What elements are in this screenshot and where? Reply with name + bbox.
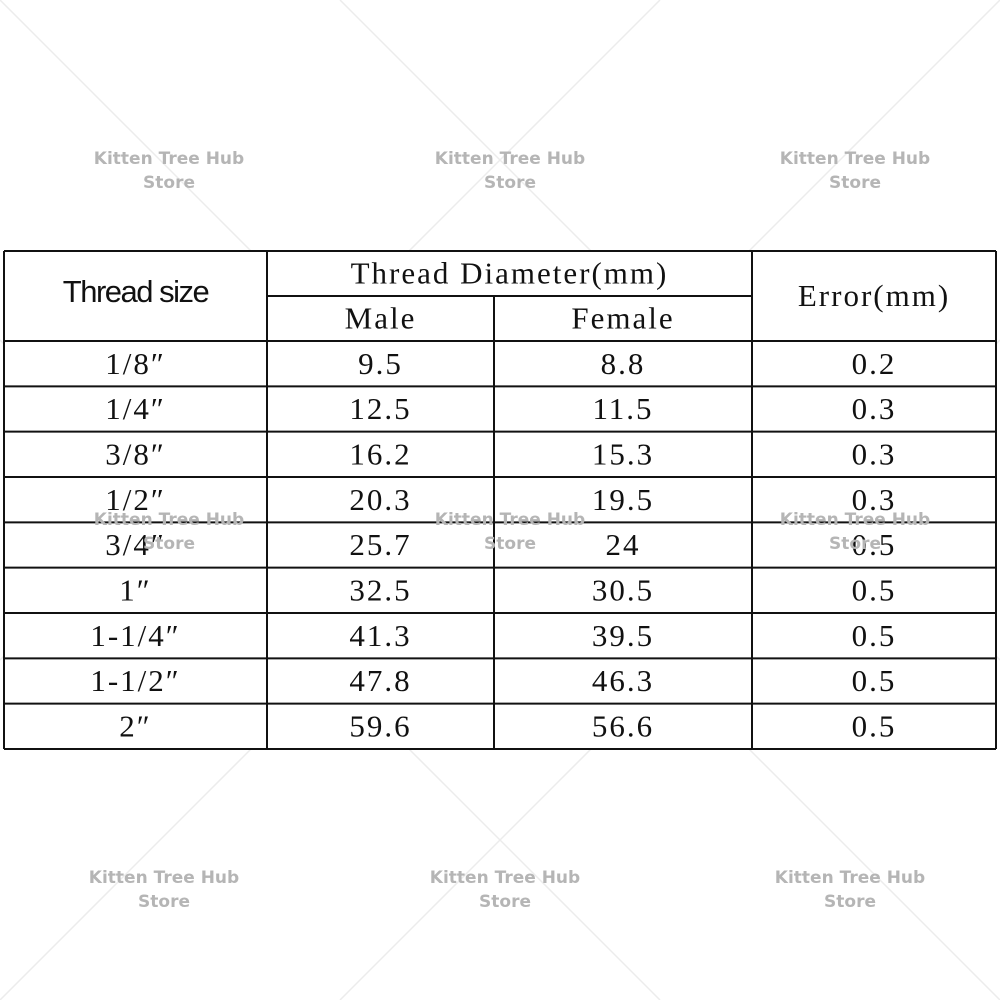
thread-size-cell: 3/4″	[105, 527, 166, 562]
thread-size-cell: 1/8″	[105, 346, 166, 381]
watermark: Kitten Tree Hub	[780, 149, 930, 169]
thread-size-cell: 2″	[119, 708, 151, 743]
error-cell: 0.5	[852, 572, 897, 607]
female-cell: 39.5	[592, 618, 654, 653]
watermark: Kitten Tree Hub	[89, 868, 239, 888]
thread-size-cell: 3/8″	[105, 436, 166, 471]
watermark: Store	[829, 534, 881, 554]
header-diameter: Thread Diameter(mm)	[351, 256, 669, 291]
thread-size-cell: 1/4″	[105, 391, 166, 426]
error-cell: 0.3	[852, 436, 897, 471]
watermark: Store	[479, 892, 531, 912]
watermark: Store	[829, 173, 881, 193]
thread-size-cell: 1/2″	[105, 482, 166, 517]
watermark: Kitten Tree Hub	[775, 868, 925, 888]
error-cell: 0.3	[852, 391, 897, 426]
header-error: Error(mm)	[798, 278, 950, 313]
female-cell: 56.6	[592, 708, 654, 743]
watermark: Kitten Tree Hub	[430, 868, 580, 888]
header-male: Male	[345, 301, 417, 336]
male-cell: 25.7	[349, 527, 411, 562]
table-background	[4, 251, 996, 749]
watermark: Store	[138, 892, 190, 912]
thread-size-cell: 1″	[119, 572, 151, 607]
watermark: Kitten Tree Hub	[435, 510, 585, 530]
male-cell: 47.8	[349, 663, 411, 698]
error-cell: 0.5	[852, 618, 897, 653]
header-thread-size: Thread size	[63, 274, 209, 309]
female-cell: 19.5	[592, 482, 654, 517]
error-cell: 0.5	[852, 663, 897, 698]
watermark: Kitten Tree Hub	[780, 510, 930, 530]
watermark: Kitten Tree Hub	[94, 510, 244, 530]
header-female: Female	[571, 301, 674, 336]
male-cell: 20.3	[349, 482, 411, 517]
thread-size-cell: 1-1/4″	[90, 618, 180, 653]
female-cell: 30.5	[592, 572, 654, 607]
watermark: Kitten Tree Hub	[94, 149, 244, 169]
error-cell: 0.5	[852, 708, 897, 743]
watermark: Store	[484, 534, 536, 554]
female-cell: 11.5	[592, 391, 653, 426]
female-cell: 24	[606, 527, 641, 562]
watermark: Store	[824, 892, 876, 912]
error-cell: 0.5	[852, 527, 897, 562]
watermark: Kitten Tree Hub	[435, 149, 585, 169]
watermark: Store	[143, 534, 195, 554]
male-cell: 41.3	[349, 618, 411, 653]
error-cell: 0.2	[852, 346, 897, 381]
male-cell: 9.5	[358, 346, 403, 381]
watermark: Store	[143, 173, 195, 193]
female-cell: 46.3	[592, 663, 654, 698]
male-cell: 59.6	[349, 708, 411, 743]
female-cell: 8.8	[601, 346, 646, 381]
male-cell: 12.5	[349, 391, 411, 426]
watermark: Store	[484, 173, 536, 193]
male-cell: 16.2	[349, 436, 411, 471]
male-cell: 32.5	[349, 572, 411, 607]
error-cell: 0.3	[852, 482, 897, 517]
thread-size-cell: 1-1/2″	[90, 663, 180, 698]
female-cell: 15.3	[592, 436, 654, 471]
